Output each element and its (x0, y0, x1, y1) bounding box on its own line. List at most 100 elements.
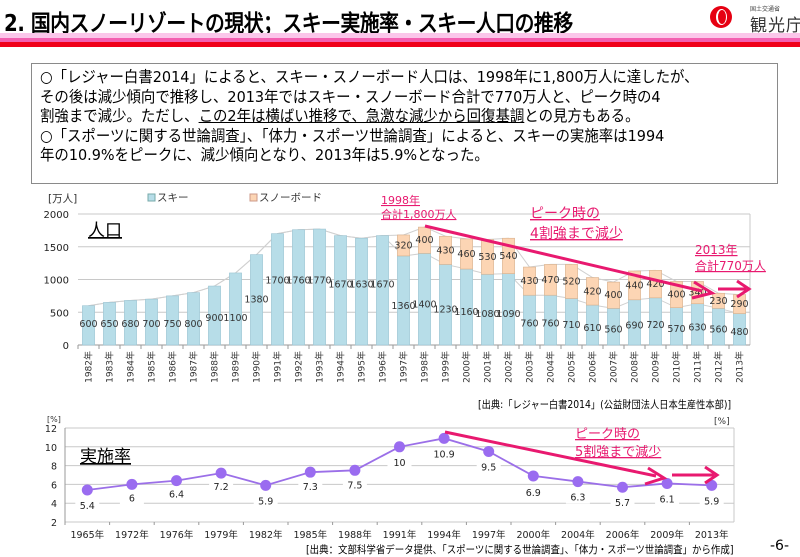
bar-snowboard (712, 292, 725, 309)
bar-label-ski: 1160 (454, 307, 478, 318)
data-label: 5.7 (615, 498, 630, 509)
x-tick-label: 1994年 (427, 529, 461, 541)
x-tick-label: 2006年 (587, 351, 599, 383)
data-point (527, 470, 539, 482)
y-axis-unit: [万人] (48, 193, 77, 205)
bar-label-ski: 760 (520, 319, 538, 330)
bar-label-ski: 600 (79, 319, 97, 330)
data-label: 6.4 (169, 490, 184, 501)
data-label: 7.2 (214, 482, 229, 493)
bar-snowboard (670, 281, 683, 308)
annotation-peak-total: 合計1,800万人 (381, 207, 457, 221)
logo-ministry-text: 国土交通省 (750, 6, 781, 13)
bar-ski (103, 302, 116, 346)
data-point (706, 479, 718, 491)
header-band-light (0, 33, 800, 38)
bar-label-ski: 1700 (265, 276, 289, 287)
y-axis-unit: [%] (47, 415, 61, 424)
data-label: 6.3 (570, 493, 585, 504)
x-tick-label: 1976年 (160, 529, 194, 541)
y-tick-label: 4 (51, 499, 57, 510)
y-tick-label: 1000 (44, 276, 69, 287)
y-tick-label: 6 (51, 480, 57, 491)
data-label-bg (521, 486, 546, 499)
bar-snowboard (607, 281, 620, 309)
bar-ski (355, 237, 368, 346)
x-tick-label: 1983年 (104, 351, 116, 383)
annotation-2013-total: 合計770万人 (695, 258, 766, 273)
data-label: 6.9 (526, 488, 541, 499)
bar-ski (334, 235, 347, 346)
y-tick-label: 10 (45, 443, 57, 454)
data-label: 7.5 (347, 480, 362, 491)
x-tick-label: 1988年 (338, 529, 372, 541)
decline-arrow (444, 430, 657, 478)
bar-snowboard (544, 264, 557, 296)
data-point (260, 479, 272, 491)
data-point (394, 441, 405, 453)
bar-snowboard (397, 234, 410, 257)
data-point (617, 481, 628, 493)
bar-label-ski: 710 (562, 320, 580, 331)
data-point (171, 475, 182, 487)
header-band-red (0, 42, 800, 47)
x-tick-label: 1987年 (188, 351, 200, 383)
x-tick-label: 1988年 (209, 351, 221, 383)
bar-snowboard (586, 277, 599, 306)
x-tick-label: 2013年 (734, 351, 746, 383)
summary-underlined-text: この2年は横ばい推移で、急激な減少から回復基調 (198, 107, 525, 126)
bar-label-ski: 1770 (307, 276, 331, 287)
decline-arrow-head (644, 466, 668, 486)
x-tick-label: 1982年 (83, 351, 95, 383)
bar-label-ski: 1380 (244, 294, 268, 305)
legend-swatch-snowboard (249, 193, 258, 202)
summary-box: ○「レジャー白書2014」によると、スキー・スノーボード人口は、1998年に1,… (31, 63, 778, 184)
bar-label-snowboard: 340 (688, 288, 706, 299)
bar-snowboard (460, 238, 473, 270)
bar-ski (271, 233, 284, 346)
data-label: 10.9 (434, 449, 455, 460)
bar-label-ski: 1670 (370, 280, 394, 291)
bar-label-snowboard: 430 (436, 245, 454, 256)
decline-arrow (424, 224, 703, 293)
data-label: 5.9 (704, 496, 719, 507)
legend-label-ski: スキー (157, 192, 189, 204)
summary-line: 割強まで減少。ただし、この2年は横ばい推移で、急激な減少から回復基調との見方もあ… (40, 107, 720, 127)
data-point (483, 446, 495, 457)
bar-label-ski: 560 (604, 324, 622, 335)
data-label-bg (298, 481, 323, 494)
x-tick-label: 1992年 (293, 351, 305, 383)
summary-line: その後は減少傾向で推移し、2013年ではスキー・スノーボード合計で770万人と、… (40, 87, 661, 106)
data-point (438, 432, 450, 444)
x-tick-label: 2007年 (608, 351, 620, 383)
bar-ski (82, 305, 95, 346)
data-label-bg (75, 500, 100, 513)
y-axis-unit-right: [%] (714, 417, 730, 427)
x-tick-label: 2013年 (695, 529, 729, 541)
bar-label-snowboard: 460 (457, 249, 475, 260)
annotation-decline-2: 5割強まで減少 (575, 444, 661, 460)
legend-label-snowboard: スノーボード (259, 192, 322, 204)
bar-snowboard (565, 264, 578, 299)
x-tick-label: 1991年 (383, 529, 417, 541)
bar-snowboard (523, 266, 536, 296)
bar-label-ski: 1760 (286, 276, 310, 287)
logo-agency-text: 観光庁 (750, 16, 800, 36)
y-tick-label: 2 (51, 518, 57, 529)
bar-label-ski: 630 (688, 322, 706, 333)
x-tick-label: 1982年 (249, 529, 283, 541)
x-tick-label: 2009年 (650, 351, 662, 383)
x-tick-label: 2006年 (606, 529, 640, 541)
y-tick-label: 12 (45, 424, 57, 435)
annotation-2013-year: 2013年 (695, 243, 738, 257)
bar-label-snowboard: 540 (499, 251, 517, 262)
bar-label-ski: 1080 (475, 309, 499, 320)
bar-label-ski: 1100 (223, 313, 247, 324)
bar-label-ski: 1670 (328, 280, 352, 291)
bar-snowboard (418, 226, 431, 254)
bar-label-ski: 1400 (412, 300, 436, 311)
bar-chart-source: [出典:「レジャー白書2014」(公益財団法人日本生産性本部)] (478, 399, 732, 411)
bar-label-ski: 750 (163, 319, 181, 330)
logo-emblem-icon (710, 6, 732, 28)
bar-ski (292, 229, 305, 346)
